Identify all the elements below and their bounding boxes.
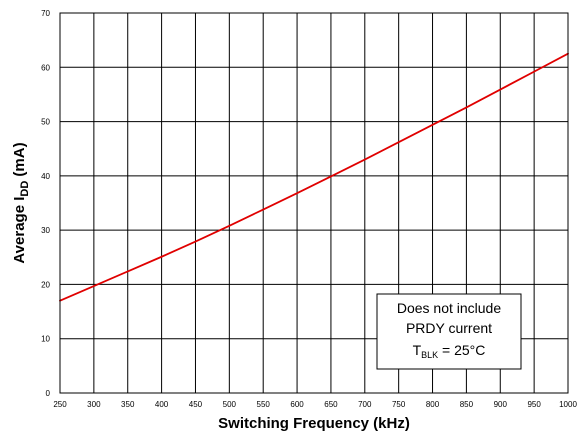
y-tick-label: 20 bbox=[41, 280, 50, 289]
x-tick-label: 300 bbox=[87, 400, 101, 409]
x-tick-label: 700 bbox=[358, 400, 372, 409]
x-tick-label: 800 bbox=[426, 400, 440, 409]
y-tick-label: 30 bbox=[41, 226, 50, 235]
y-tick-label: 0 bbox=[46, 389, 51, 398]
x-tick-label: 650 bbox=[324, 400, 338, 409]
x-tick-label: 350 bbox=[121, 400, 135, 409]
plot-frame bbox=[59, 12, 569, 394]
y-tick-label: 70 bbox=[41, 9, 50, 18]
x-tick-labels: 250 300 350 400 450 500 550 600 650 700 750 800 850 9… bbox=[53, 400, 577, 409]
x-tick-label: 550 bbox=[257, 400, 271, 409]
x-tick-label: 250 bbox=[53, 400, 67, 409]
x-tick-label: 450 bbox=[189, 400, 203, 409]
y-tick-label: 60 bbox=[41, 63, 50, 72]
annotation-line-1: Does not include bbox=[397, 300, 502, 316]
y-axis-title-prefix: Average I bbox=[11, 197, 28, 264]
y-axis-title-suffix: (mA) bbox=[11, 142, 28, 180]
annotation-temp-prefix: T bbox=[413, 342, 422, 358]
x-tick-label: 950 bbox=[527, 400, 541, 409]
x-tick-label: 750 bbox=[392, 400, 406, 409]
x-tick-label: 600 bbox=[290, 400, 304, 409]
y-tick-labels: 0 10 20 30 40 50 60 70 bbox=[41, 9, 50, 398]
y-tick-label: 40 bbox=[41, 172, 50, 181]
annotation-line-2: PRDY current bbox=[406, 320, 492, 336]
annotation-box: Does not include PRDY current TBLK = 25°… bbox=[376, 293, 522, 370]
annotation-temp-suffix: = 25°C bbox=[438, 342, 485, 358]
y-axis-title: Average IDD (mA) bbox=[11, 142, 31, 263]
annotation-frame bbox=[376, 293, 522, 370]
y-tick-label: 50 bbox=[41, 118, 50, 127]
y-tick-label: 10 bbox=[41, 335, 50, 344]
series-line bbox=[59, 52, 569, 302]
annotation-line-3: TBLK = 25°C bbox=[413, 342, 486, 360]
x-axis-title: Switching Frequency (kHz) bbox=[218, 415, 410, 432]
annotation-temp-subscript: BLK bbox=[421, 350, 438, 360]
x-tick-label: 1000 bbox=[559, 400, 577, 409]
x-tick-label: 400 bbox=[155, 400, 169, 409]
x-tick-label: 850 bbox=[460, 400, 474, 409]
y-axis-title-subscript: DD bbox=[19, 181, 31, 197]
x-tick-label: 900 bbox=[494, 400, 508, 409]
series-layer bbox=[59, 52, 569, 302]
x-tick-label: 500 bbox=[223, 400, 237, 409]
